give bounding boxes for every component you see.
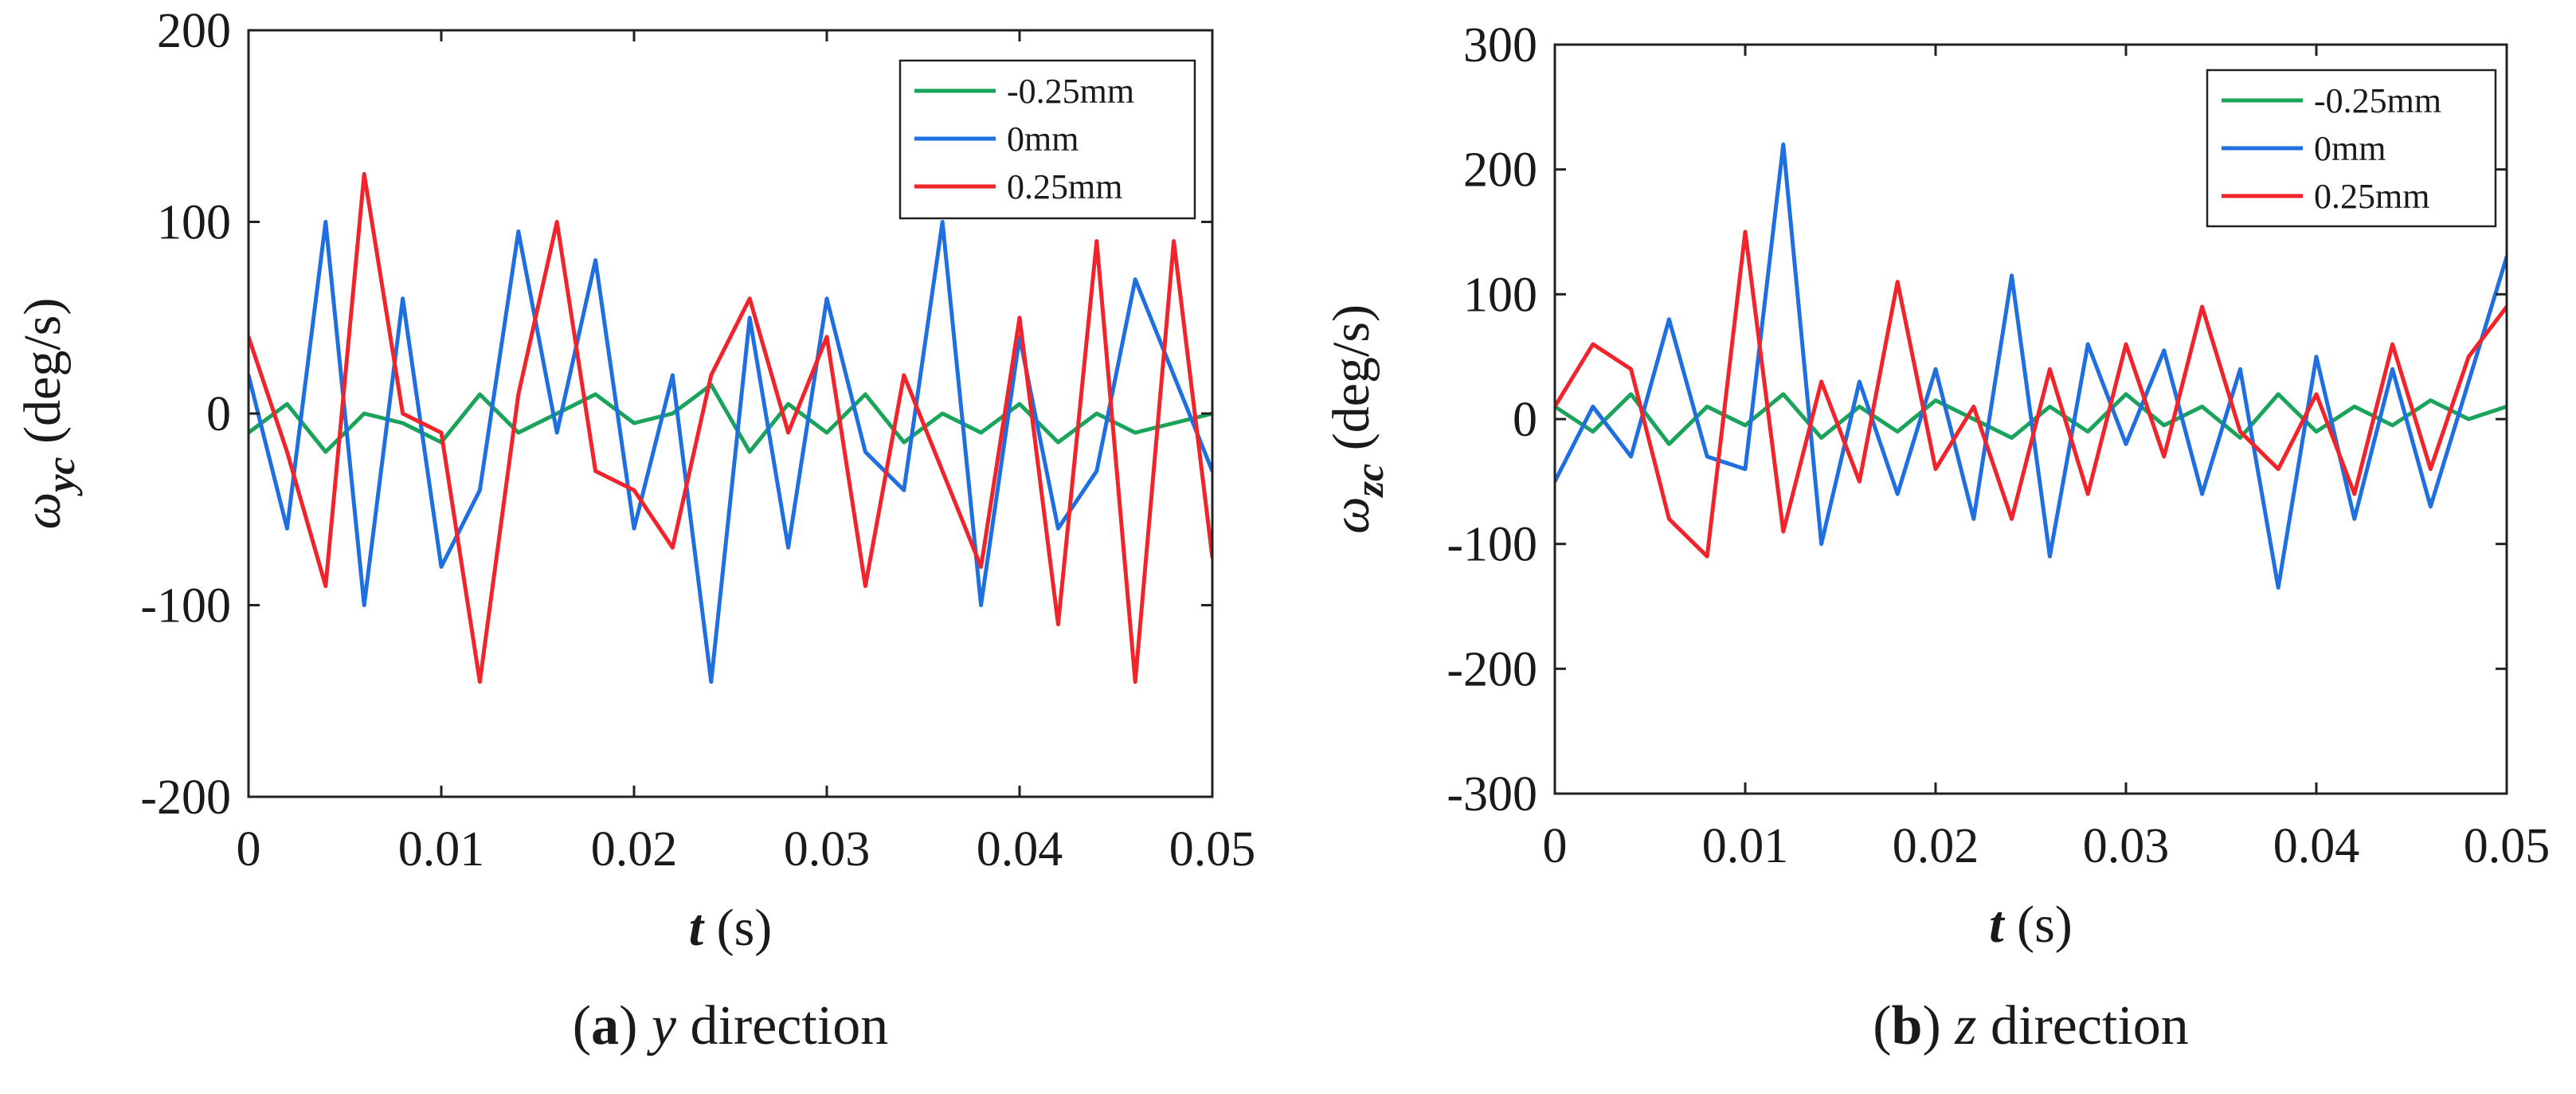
panel-b: 0 0.01 0.02 0.03 0.04 0.05 -300 -200 -100 0 100 200…	[1322, 18, 2550, 1057]
caption-var: z	[1954, 995, 1976, 1057]
caption-close: )	[619, 995, 652, 1057]
y-axis-unit: (deg/s)	[1322, 304, 1380, 464]
panel-caption: (b) z direction	[1873, 995, 2189, 1057]
caption-close: )	[1922, 995, 1955, 1057]
x-axis-unit: (s)	[2004, 896, 2073, 954]
caption-open: (	[1873, 995, 1891, 1057]
y-tick-label: -200	[140, 771, 231, 825]
x-tick-label: 0.03	[784, 822, 871, 876]
x-axis-unit: (s)	[703, 899, 772, 957]
caption-open: (	[573, 995, 591, 1057]
caption-text: direction	[1977, 995, 2189, 1057]
y-tick-label: -100	[1447, 518, 1537, 572]
x-axis-var: t	[689, 899, 705, 957]
series-line-red	[249, 171, 1212, 684]
x-tick-label: 0.03	[2083, 819, 2170, 873]
legend-label: -0.25mm	[1007, 72, 1134, 111]
series-line-red	[1555, 229, 2507, 559]
series-line-blue	[1555, 142, 2507, 590]
y-tick-label: -300	[1447, 767, 1537, 821]
y-axis-subscript: zc	[1347, 464, 1392, 499]
y-tick-label: 100	[1463, 268, 1537, 322]
legend-label: 0mm	[2314, 129, 2386, 168]
x-tick-label: 0.04	[2273, 819, 2360, 873]
x-tick-label: 0.01	[1702, 819, 1789, 873]
caption-var: y	[647, 995, 677, 1057]
series-group	[249, 171, 1212, 684]
x-tick-label: 0.04	[977, 822, 1063, 876]
y-tick-label: 200	[157, 4, 231, 58]
caption-label: a	[591, 995, 619, 1057]
x-tick-label: 0.05	[1169, 822, 1256, 876]
x-tick-label: 0.02	[1893, 819, 1979, 873]
x-axis-var: t	[1989, 896, 2005, 954]
x-tick-label: 0	[1543, 819, 1568, 873]
x-axis-title: t (s)	[1989, 896, 2073, 954]
panel-caption: (a) y direction	[573, 995, 889, 1057]
x-tick-label: 0.05	[2464, 819, 2551, 873]
x-tick-label: 0.01	[398, 822, 485, 876]
y-tick-label: -100	[140, 579, 231, 633]
legend-label: 0.25mm	[2314, 177, 2429, 216]
caption-label: b	[1892, 995, 1923, 1057]
legend-label: 0.25mm	[1007, 167, 1122, 206]
legend-label: -0.25mm	[2314, 81, 2441, 120]
y-axis-symbol: ω	[14, 492, 72, 530]
y-axis-title: ωyc (deg/s)	[14, 298, 83, 530]
y-tick-label: -200	[1447, 642, 1537, 696]
y-tick-label: 300	[1463, 18, 1537, 73]
series-line-green	[249, 382, 1212, 454]
panel-a: 0 0.01 0.02 0.03 0.04 0.05 -200 -100 0 100 200 t (s…	[14, 4, 1255, 1057]
y-tick-label: 0	[206, 387, 231, 441]
caption-text: direction	[676, 995, 888, 1057]
x-axis-title: t (s)	[689, 899, 773, 957]
y-tick-label: 0	[1513, 393, 1537, 447]
x-tick-label: 0	[237, 822, 261, 876]
y-axis-unit: (deg/s)	[14, 298, 72, 457]
y-axis-subscript: yc	[38, 457, 83, 496]
x-tick-label: 0.02	[591, 822, 678, 876]
y-tick-label: 200	[1463, 143, 1537, 198]
y-axis-title: ωzc (deg/s)	[1322, 304, 1392, 534]
series-line-blue	[249, 220, 1212, 684]
legend: -0.25mm 0mm 0.25mm	[2206, 69, 2497, 228]
legend-label: 0mm	[1007, 120, 1079, 159]
y-axis-symbol: ω	[1322, 496, 1380, 534]
series-group	[1555, 142, 2507, 590]
y-tick-label: 100	[157, 196, 231, 250]
legend: -0.25mm 0mm 0.25mm	[898, 59, 1196, 220]
